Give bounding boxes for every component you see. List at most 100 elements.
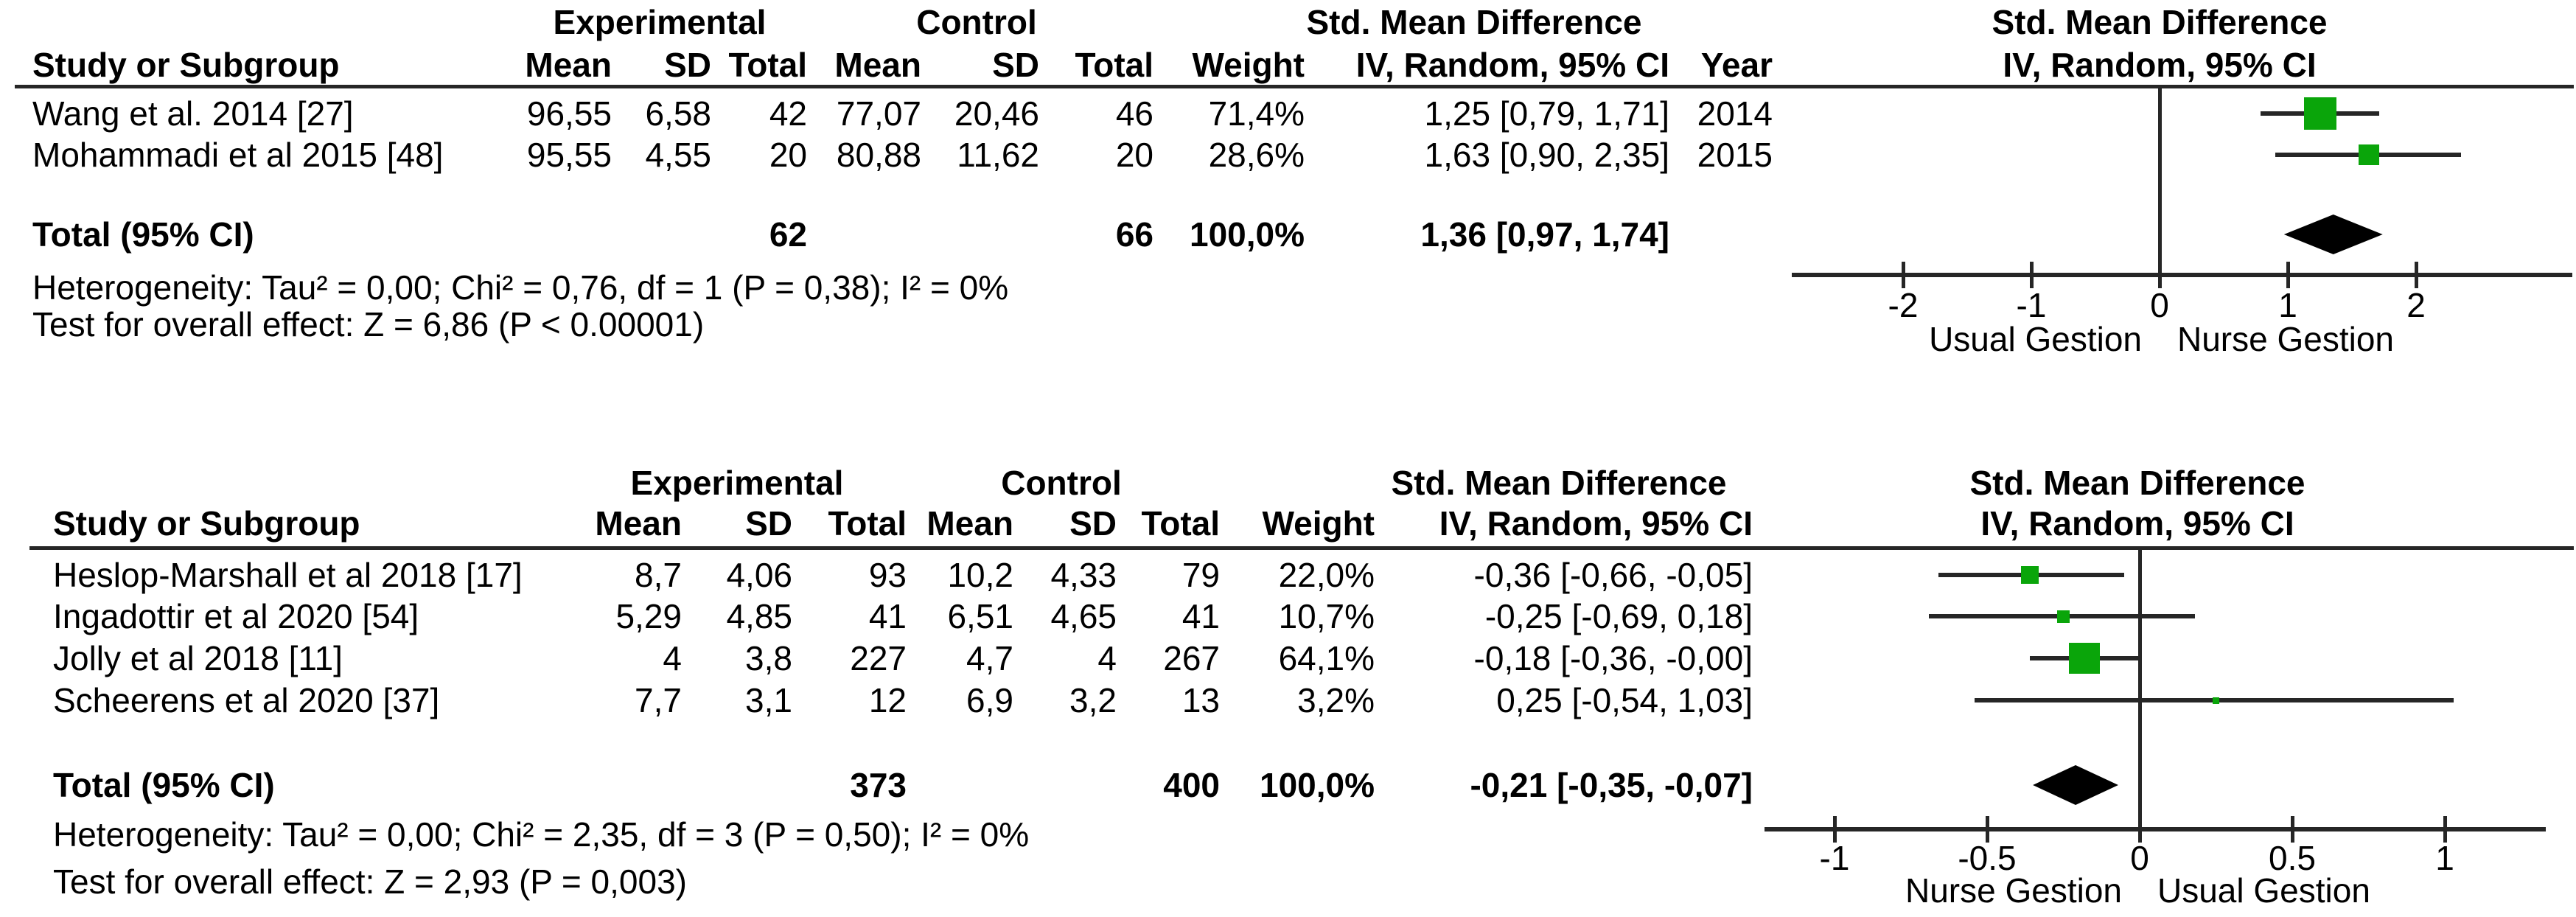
tick-label: -1	[2016, 286, 2047, 324]
cell-ctl-mean: 6,51	[947, 597, 1013, 635]
cell-ci-text: 0,25 [-0,54, 1,03]	[1496, 681, 1753, 719]
column-header-year: Year	[1700, 46, 1773, 84]
cell-exp-mean: 95,55	[526, 136, 612, 174]
cell-ci-text: -0,18 [-0,36, -0,00]	[1473, 639, 1753, 677]
tick-label: 1	[2435, 839, 2454, 877]
cell-ctl-sd: 20,46	[954, 94, 1039, 133]
tick-mark	[1833, 816, 1837, 843]
cell-ci-text: 1,25 [0,79, 1,71]	[1424, 94, 1670, 133]
cell-ctl-total: 267	[1163, 639, 1220, 677]
cell-weight: 71,4%	[1208, 94, 1305, 133]
effect-square	[2213, 697, 2219, 704]
tick-label: -0.5	[1958, 839, 2017, 877]
cell-ctl-mean: 77,07	[836, 94, 921, 133]
header-rule	[29, 546, 2574, 550]
column-header-ctl-mean: Mean	[926, 504, 1013, 543]
zero-line	[2158, 86, 2162, 275]
tick-label: 1	[2278, 286, 2297, 324]
total-label: Total (95% CI)	[32, 215, 254, 254]
column-header-weight: Weight	[1262, 504, 1375, 543]
group-header-control: Control	[916, 3, 1037, 41]
column-header-iv-ci: IV, Random, 95% CI	[1355, 46, 1669, 84]
cell-exp-mean: 5,29	[615, 597, 682, 635]
cell-ctl-sd: 3,2	[1069, 681, 1117, 719]
group-header-experimental: Experimental	[553, 3, 767, 41]
cell-exp-sd: 3,1	[745, 681, 792, 719]
column-header-exp-total: Total	[828, 504, 907, 543]
cell-ctl-mean: 6,9	[966, 681, 1013, 719]
tick-mark	[2286, 262, 2290, 288]
column-header-study: Study or Subgroup	[53, 504, 360, 543]
tick-label: 0.5	[2269, 839, 2316, 877]
cell-ci-text: -0,36 [-0,66, -0,05]	[1473, 556, 1753, 594]
tick-mark	[2158, 262, 2162, 288]
effect-square	[2057, 610, 2070, 623]
overall-effect-text: Test for overall effect: Z = 2,93 (P = 0…	[53, 862, 687, 901]
cell-ctl-total: 13	[1181, 681, 1220, 719]
tick-mark	[2415, 262, 2418, 288]
tick-label: -1	[1819, 839, 1850, 877]
tick-label: 0	[2130, 839, 2149, 877]
group-header-control: Control	[1001, 464, 1122, 502]
column-header-ctl-sd: SD	[992, 46, 1039, 84]
tick-mark	[2443, 816, 2447, 843]
group-header-experimental: Experimental	[630, 464, 844, 502]
study-name: Heslop-Marshall et al 2018 [17]	[53, 556, 523, 594]
cell-ctl-sd: 4,65	[1050, 597, 1117, 635]
study-name: Jolly et al 2018 [11]	[53, 639, 343, 677]
effect-square	[2020, 566, 2039, 584]
column-header-ctl-mean: Mean	[834, 46, 921, 84]
total-exp-total: 373	[850, 766, 907, 804]
cell-weight: 10,7%	[1278, 597, 1375, 635]
cell-exp-mean: 4	[663, 639, 682, 677]
cell-year: 2015	[1697, 136, 1773, 174]
group-header-smd-plot: Std. Mean Difference	[1992, 3, 2328, 41]
cell-exp-sd: 3,8	[745, 639, 792, 677]
cell-year: 2014	[1697, 94, 1773, 133]
effect-square	[2303, 97, 2336, 130]
cell-ctl-total: 79	[1181, 556, 1220, 594]
pooled-diamond	[2283, 215, 2383, 254]
study-name: Wang et al. 2014 [27]	[32, 94, 354, 133]
cell-ci-text: 1,63 [0,90, 2,35]	[1424, 136, 1670, 174]
column-header-iv-ci-plot: IV, Random, 95% CI	[1980, 504, 2294, 543]
axis-line	[1764, 827, 2546, 831]
cell-exp-total: 12	[868, 681, 907, 719]
column-header-exp-mean: Mean	[525, 46, 612, 84]
cell-ctl-total: 20	[1115, 136, 1153, 174]
tick-mark	[1986, 816, 1989, 843]
tick-mark	[2030, 262, 2034, 288]
cell-ctl-total: 41	[1181, 597, 1220, 635]
cell-exp-mean: 7,7	[635, 681, 682, 719]
cell-ctl-mean: 10,2	[947, 556, 1013, 594]
tick-mark	[2291, 816, 2294, 843]
tick-label: 0	[2150, 286, 2169, 324]
favours-right-label: Usual Gestion	[2157, 871, 2370, 910]
tick-mark	[2138, 816, 2142, 843]
overall-effect-text: Test for overall effect: Z = 6,86 (P < 0…	[32, 305, 705, 344]
cell-exp-total: 20	[769, 136, 807, 174]
cell-exp-sd: 4,85	[726, 597, 792, 635]
cell-weight: 3,2%	[1297, 681, 1375, 719]
total-weight: 100,0%	[1259, 766, 1375, 804]
cell-exp-mean: 96,55	[526, 94, 612, 133]
total-ctl-total: 400	[1163, 766, 1220, 804]
column-header-exp-mean: Mean	[595, 504, 682, 543]
cell-ctl-total: 46	[1115, 94, 1153, 133]
heterogeneity-text: Heterogeneity: Tau² = 0,00; Chi² = 0,76,…	[32, 268, 1009, 307]
study-name: Ingadottir et al 2020 [54]	[53, 597, 419, 635]
total-exp-total: 62	[769, 215, 807, 254]
cell-exp-total: 42	[769, 94, 807, 133]
heterogeneity-text: Heterogeneity: Tau² = 0,00; Chi² = 2,35,…	[53, 815, 1030, 854]
study-name: Mohammadi et al 2015 [48]	[32, 136, 444, 174]
cell-weight: 22,0%	[1278, 556, 1375, 594]
total-label: Total (95% CI)	[53, 766, 275, 804]
total-ci-text: -0,21 [-0,35, -0,07]	[1470, 766, 1753, 804]
cell-exp-total: 41	[868, 597, 907, 635]
cell-ctl-sd: 4,33	[1050, 556, 1117, 594]
tick-label: 2	[2406, 286, 2426, 324]
cell-exp-mean: 8,7	[635, 556, 682, 594]
column-header-ctl-total: Total	[1075, 46, 1153, 84]
cell-exp-sd: 6,58	[645, 94, 711, 133]
